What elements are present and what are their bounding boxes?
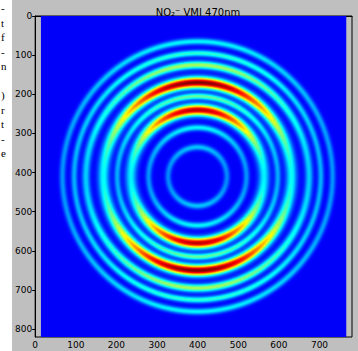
html-text:t: t <box>1 118 5 130</box>
svg-text:100: 100 <box>15 50 32 60</box>
html-text:e: e <box>1 147 6 159</box>
html-text:n: n <box>1 60 7 72</box>
svg-text:300: 300 <box>148 340 165 350</box>
svg-text:800: 800 <box>15 324 32 334</box>
svg-text:600: 600 <box>270 340 287 350</box>
svg-text:200: 200 <box>15 89 32 99</box>
svg-text:500: 500 <box>230 340 247 350</box>
svg-text:400: 400 <box>189 340 206 350</box>
svg-text:300: 300 <box>15 128 32 138</box>
svg-text:100: 100 <box>67 340 84 350</box>
svg-text:0: 0 <box>26 11 32 21</box>
svg-text:0: 0 <box>32 340 38 350</box>
html-text:f: f <box>1 31 5 43</box>
svg-text:700: 700 <box>311 340 328 350</box>
svg-text:600: 600 <box>15 246 32 256</box>
html-text:r: r <box>1 103 5 116</box>
svg-text:400: 400 <box>15 168 32 178</box>
html-text:t: t <box>1 16 5 29</box>
svg-text:700: 700 <box>15 285 32 295</box>
svg-text:NO₂⁻ VMI 470nm: NO₂⁻ VMI 470nm <box>156 7 241 18</box>
svg-text:200: 200 <box>108 340 125 350</box>
svg-text:500: 500 <box>15 207 32 217</box>
